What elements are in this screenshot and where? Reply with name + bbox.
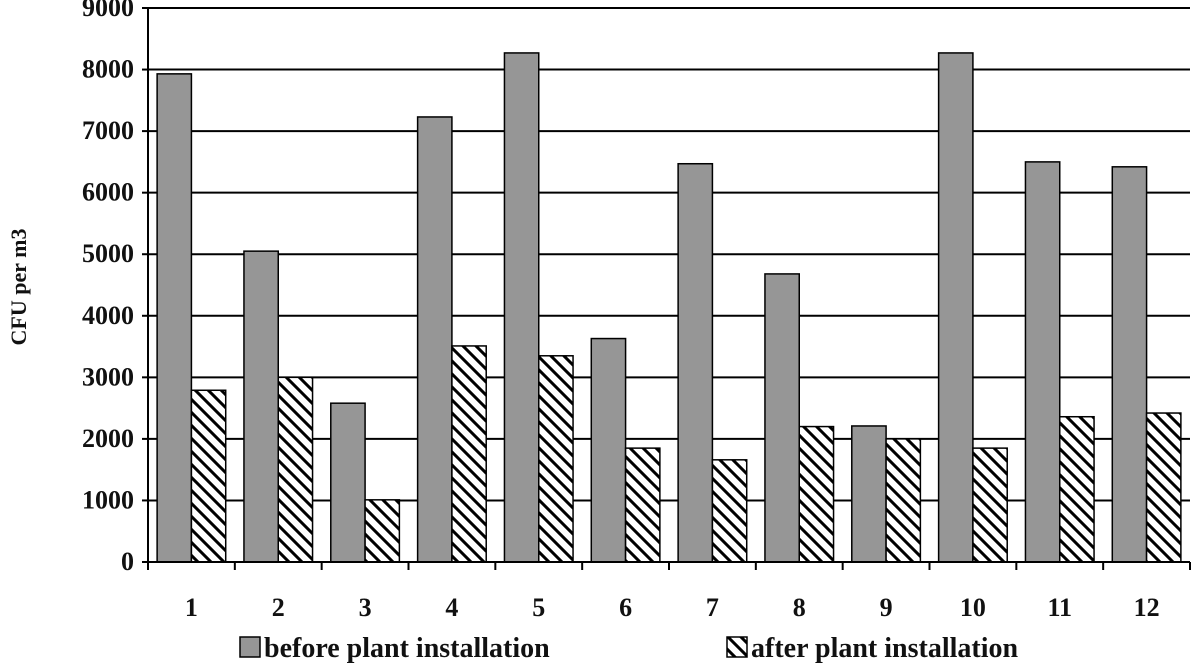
x-tick-label: 8 [793, 593, 806, 622]
bar-after [451, 345, 487, 563]
bar-after [190, 389, 227, 563]
x-tick-label: 10 [960, 593, 986, 622]
bar-before [1024, 161, 1061, 563]
y-tick-label: 6000 [82, 178, 134, 207]
x-tick-label: 1 [185, 593, 198, 622]
x-tick-label: 12 [1134, 593, 1160, 622]
bar-after [364, 499, 401, 563]
bar-before [243, 250, 280, 563]
bar-after [1145, 412, 1182, 563]
x-tick-label: 4 [445, 593, 458, 622]
bar-before [677, 162, 714, 563]
bar-before [503, 52, 540, 563]
bar-before [764, 273, 800, 563]
bar-after [885, 438, 922, 563]
bar-before [1111, 166, 1148, 563]
x-tick-label: 9 [880, 593, 893, 622]
y-tick-label: 1000 [82, 485, 134, 514]
x-tick-label: 3 [359, 593, 372, 622]
bar-after [1059, 415, 1095, 563]
bar-after [624, 447, 661, 563]
bar-after [798, 425, 835, 563]
bar-before [851, 425, 887, 563]
x-tick-label: 6 [619, 593, 632, 622]
y-axis-title: CFU per m3 [6, 229, 31, 346]
x-tick-label: 5 [532, 593, 545, 622]
y-tick-label: 5000 [82, 239, 134, 268]
y-tick-label: 9000 [82, 0, 134, 22]
legend-label: before plant installation [264, 633, 550, 664]
bar-before [156, 73, 193, 563]
legend: before plant installation after plant ins… [239, 633, 1018, 664]
legend-label: after plant installation [751, 633, 1018, 664]
y-tick-label: 3000 [82, 362, 134, 391]
x-tick-label: 11 [1047, 593, 1072, 622]
legend-swatch-after [726, 636, 748, 658]
bar-after [711, 459, 748, 563]
gridlines [148, 7, 1190, 502]
x-tick-label: 2 [272, 593, 285, 622]
x-tick-labels: 1 2 3 4 5 6 7 8 9 10 11 12 [185, 593, 1160, 622]
bar-after [972, 447, 1008, 563]
axes [142, 7, 1191, 570]
y-tick-label: 7000 [82, 116, 134, 145]
bar-after [538, 355, 574, 563]
bar-before [937, 52, 974, 563]
legend-swatch-before [239, 636, 261, 658]
y-tick-label: 8000 [82, 55, 134, 84]
y-tick-label: 0 [121, 547, 134, 576]
bars [156, 52, 1182, 563]
y-tick-label: 2000 [82, 424, 134, 453]
x-tick-label: 7 [706, 593, 719, 622]
y-tick-label: 4000 [82, 301, 134, 330]
bar-before [590, 337, 627, 563]
bar-after [277, 376, 314, 563]
bar-before [416, 116, 453, 563]
y-tick-labels: 0 1000 2000 3000 4000 5000 6000 7000 8000 9000 [82, 0, 134, 576]
bar-before [330, 402, 366, 563]
